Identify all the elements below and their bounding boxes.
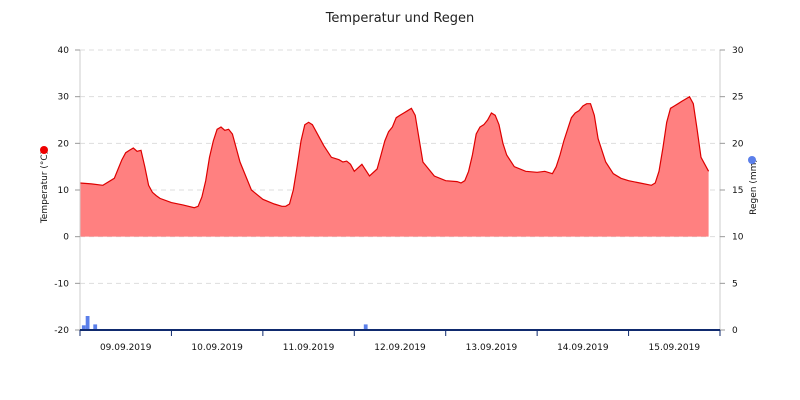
- y-right-tick-label: 15: [732, 186, 743, 196]
- temperature-area[interactable]: [80, 96, 709, 237]
- y-axis-left-title: Temperatur (°C): [40, 151, 50, 224]
- y-left-tick-labels: -20 -10 0 10 20 30 40: [54, 46, 80, 336]
- y-right-tick-label: 0: [732, 326, 738, 336]
- x-tick-label: 10.09.2019: [191, 343, 243, 353]
- x-tick-label: 15.09.2019: [649, 343, 701, 353]
- rain-bar[interactable]: [85, 316, 90, 330]
- y-left-tick-label: 40: [58, 46, 70, 56]
- rain-bar[interactable]: [363, 324, 368, 330]
- x-tick-label: 12.09.2019: [374, 343, 426, 353]
- y-left-tick-label: 30: [58, 93, 70, 103]
- chart-title: Temperatur und Regen: [325, 11, 475, 26]
- rain-bar[interactable]: [81, 325, 86, 330]
- y-left-tick-label: 10: [58, 186, 70, 196]
- y-right-tick-label: 30: [732, 46, 744, 56]
- rain-bars: [81, 316, 368, 330]
- y-left-tick-label: 0: [63, 233, 69, 243]
- x-tick-label: 09.09.2019: [100, 343, 152, 353]
- x-tick-label: 13.09.2019: [466, 343, 518, 353]
- rain-legend-marker[interactable]: [748, 156, 756, 164]
- x-tick-labels: 09.09.2019 10.09.2019 11.09.2019 12.09.2019…: [79, 330, 721, 353]
- y-right-tick-labels: 0 5 10 15 20 25 30: [720, 46, 744, 336]
- y-left-tick-label: 20: [58, 139, 70, 149]
- y-left-tick-label: -20: [54, 326, 69, 336]
- temperature-legend-marker[interactable]: [40, 146, 48, 154]
- x-tick-label: 14.09.2019: [557, 343, 609, 353]
- y-right-tick-label: 10: [732, 233, 744, 243]
- y-left-tick-label: -10: [54, 279, 69, 289]
- rain-bar[interactable]: [93, 324, 98, 330]
- y-right-tick-label: 25: [732, 93, 743, 103]
- temperature-line[interactable]: [79, 95, 710, 209]
- x-tick-label: 11.09.2019: [283, 343, 335, 353]
- y-axis-right-title: Regen (mm): [749, 159, 759, 215]
- y-right-tick-label: 5: [732, 279, 738, 289]
- y-right-tick-label: 20: [732, 139, 744, 149]
